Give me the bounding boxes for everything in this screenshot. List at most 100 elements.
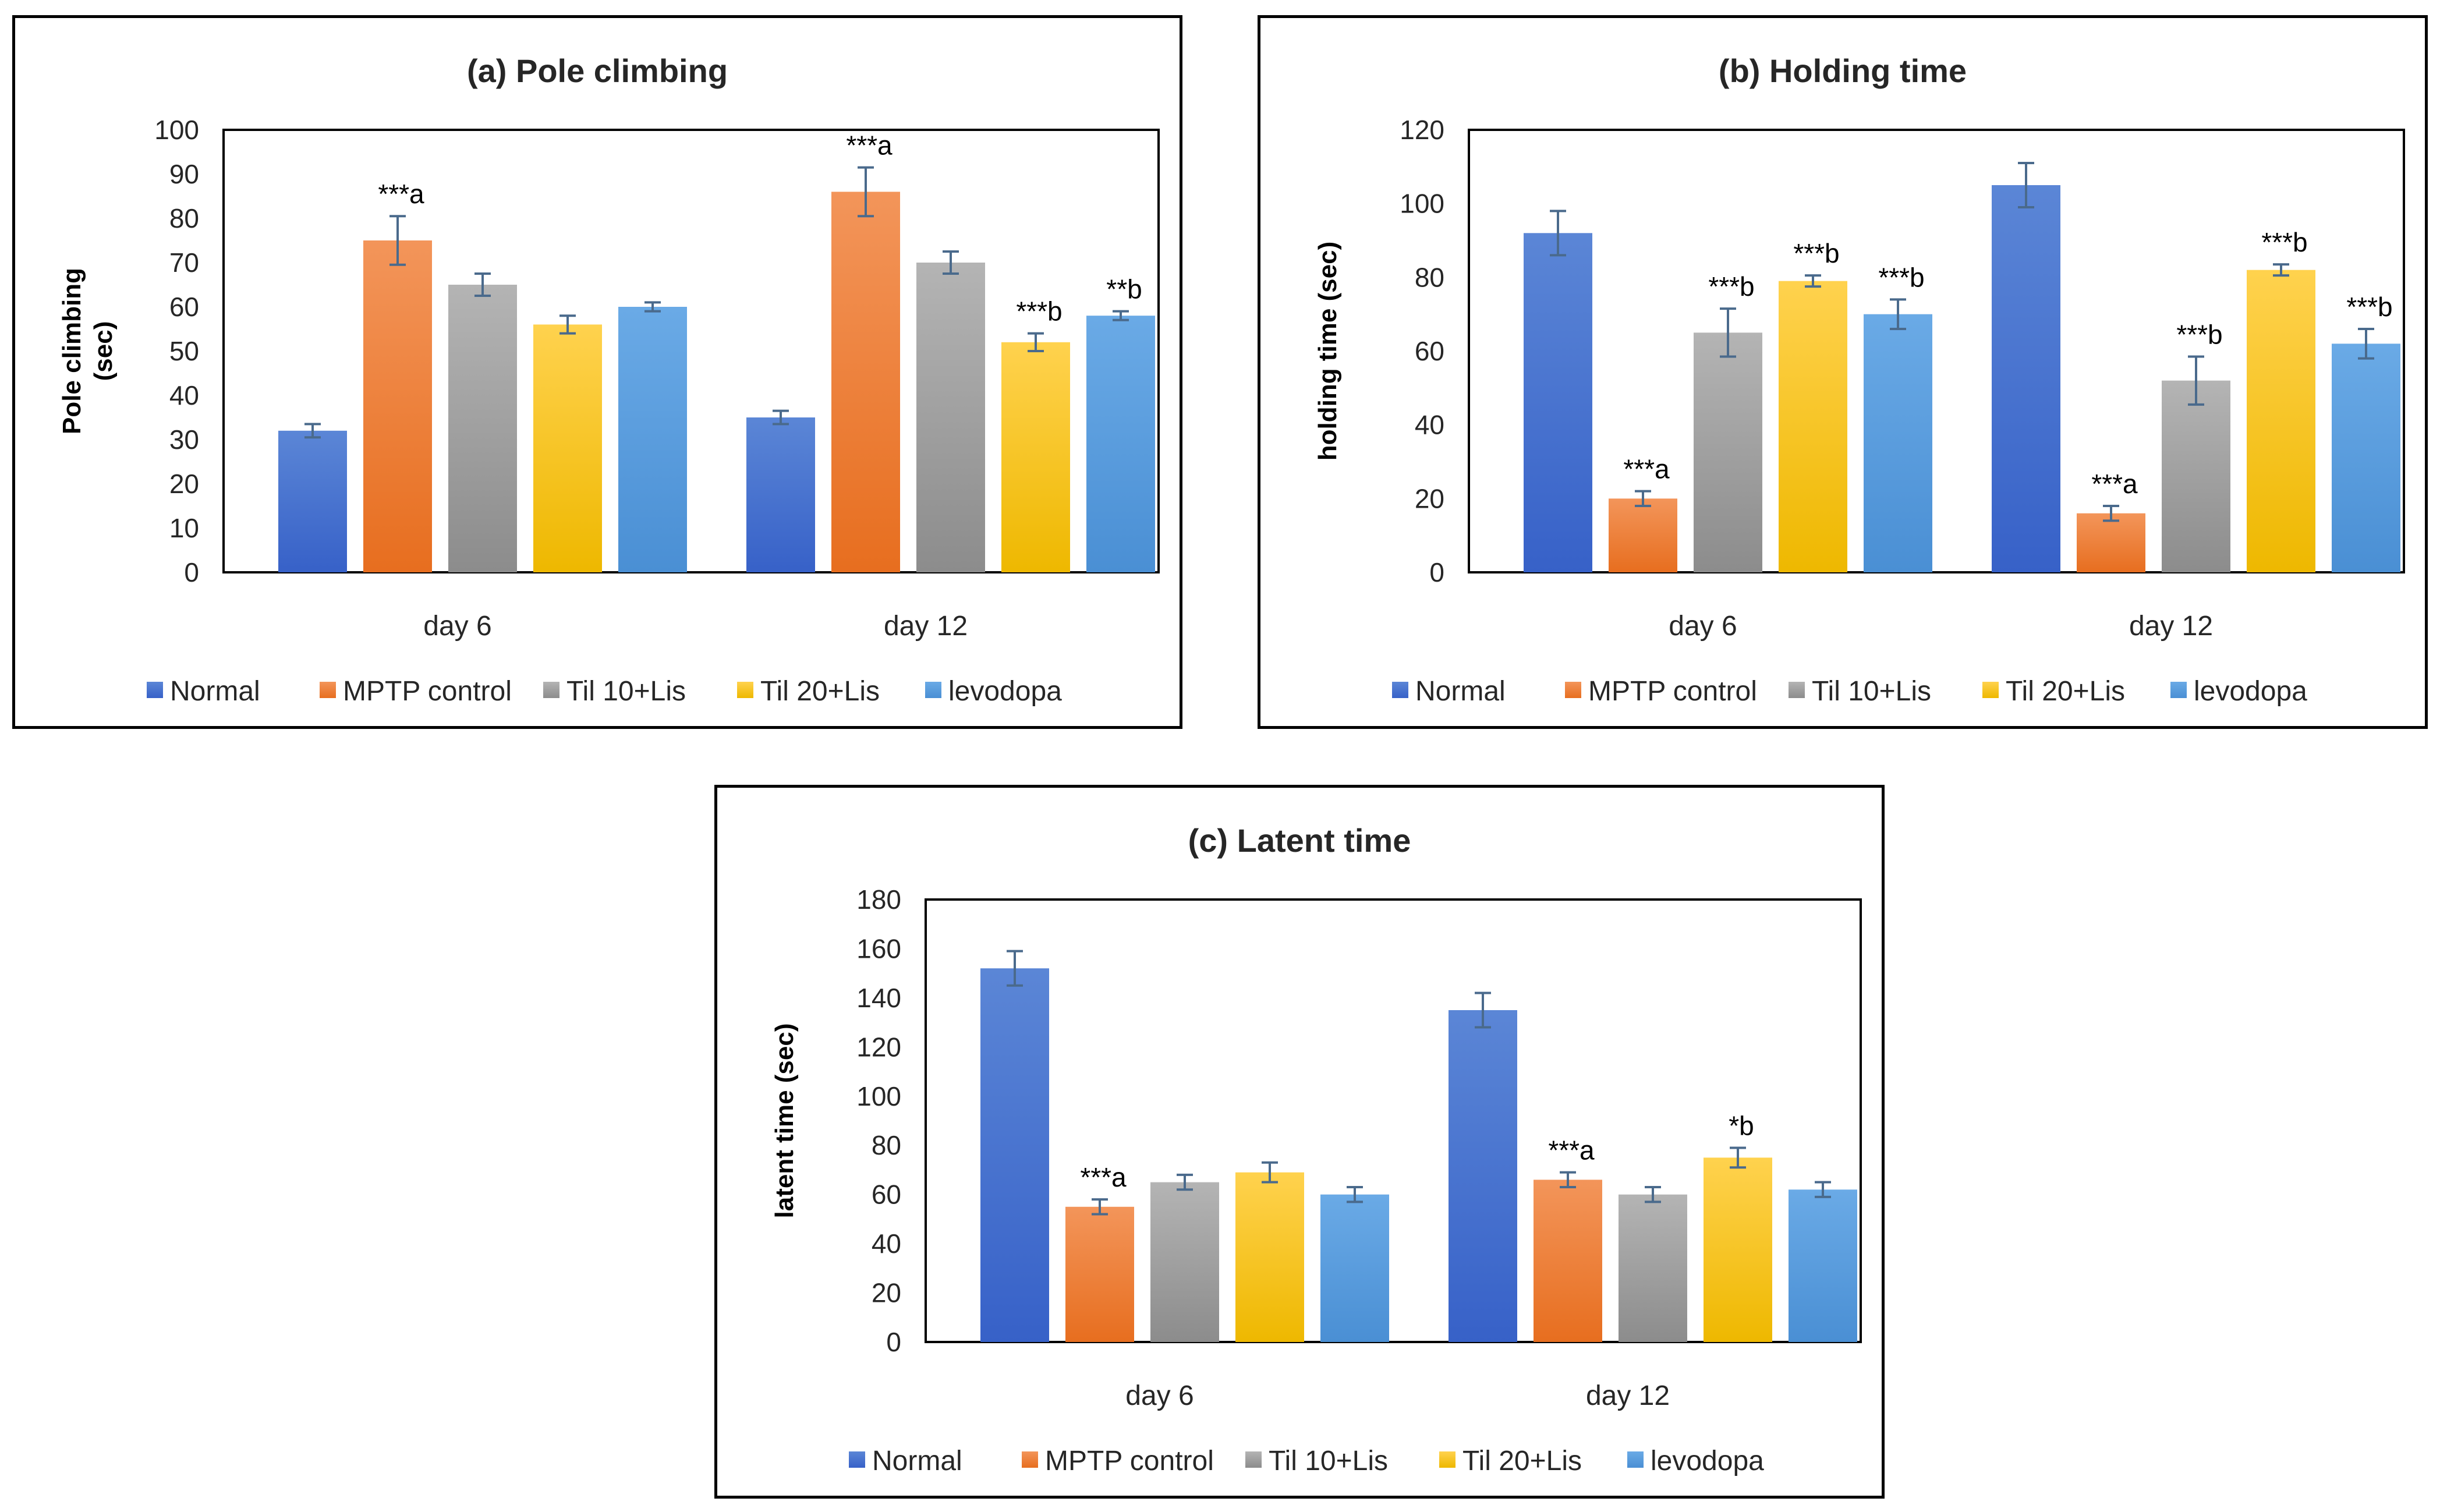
x-category-label: day 6: [1669, 611, 1737, 642]
y-tick-label: 80: [169, 203, 199, 233]
legend-swatch-mptp-control: [320, 682, 336, 698]
error-bar-mptp-control-day-12: [1560, 1171, 1576, 1188]
error-bar-levodopa-day-6: [1890, 298, 1906, 330]
error-bar-normal-day-12: [773, 409, 789, 426]
error-bar-til-20-lis-day-12: [1028, 332, 1044, 352]
significance-label: ***b: [1878, 262, 1924, 292]
bar-til-10-lis-day-6: [1694, 332, 1762, 572]
legend-label-mptp-control: MPTP control: [343, 676, 512, 707]
bar-normal-day-12: [1992, 185, 2060, 572]
error-bar-til-10-lis-day-6: [474, 272, 491, 297]
y-tick-label: 100: [154, 115, 199, 145]
significance-label: **b: [1106, 274, 1142, 304]
legend-label-til-20-lis: Til 20+Lis: [2006, 676, 2125, 707]
legend-swatch-normal: [849, 1451, 865, 1468]
y-axis-label-line: (sec): [89, 321, 118, 381]
legend-swatch-normal: [1392, 682, 1408, 698]
y-tick-label: 180: [856, 884, 901, 915]
significance-label: ***a: [2091, 469, 2138, 499]
legend-label-til-20-lis: Til 20+Lis: [1462, 1446, 1582, 1476]
legend-swatch-levodopa: [2170, 682, 2187, 698]
significance-label: ***b: [1708, 271, 1754, 302]
legend-swatch-til-10-lis: [1789, 682, 1805, 698]
significance-label: ***a: [1080, 1162, 1127, 1192]
bar-til-20-lis-day-6: [533, 324, 602, 572]
x-category-label: day 6: [1125, 1380, 1194, 1411]
y-tick-label: 40: [169, 380, 199, 410]
legend-swatch-til-20-lis: [1982, 682, 1999, 698]
y-tick-label: 60: [1415, 336, 1444, 366]
error-bar-mptp-control-day-6: [1635, 490, 1651, 507]
legend-label-til-10-lis: Til 10+Lis: [566, 676, 686, 707]
chart-panel-latent-time: (c) Latent time 0 20 40 60 80 100 120 140 160 180 l…: [714, 785, 1885, 1499]
legend-swatch-mptp-control: [1022, 1451, 1038, 1468]
significance-label: ***b: [2261, 227, 2307, 257]
significance-label: ***b: [2176, 320, 2222, 350]
error-bar-til-20-lis-day-12: [2273, 263, 2289, 277]
y-tick-label: 20: [169, 469, 199, 499]
x-category-label: day 12: [2129, 611, 2213, 642]
legend-swatch-levodopa: [925, 682, 941, 698]
legend-label-levodopa: levodopa: [1651, 1446, 1764, 1476]
error-bar-til-20-lis-day-6: [1262, 1161, 1278, 1184]
legend-label-til-10-lis: Til 10+Lis: [1269, 1446, 1388, 1476]
legend-swatch-til-20-lis: [737, 682, 753, 698]
significance-label: ***a: [846, 130, 893, 161]
y-tick-label: 60: [872, 1180, 901, 1210]
legend-swatch-til-20-lis: [1439, 1451, 1455, 1468]
bar-levodopa-day-6: [1864, 314, 1932, 572]
significance-label: ***b: [1793, 238, 1839, 268]
legend-label-til-20-lis: Til 20+Lis: [760, 676, 880, 707]
bar-til-20-lis-day-12: [1704, 1157, 1772, 1342]
y-tick-label: 90: [169, 159, 199, 189]
chart-panel-pole-climbing: (a) Pole climbing 0 10 20 30 40 50 60 70 80 90 100 P…: [12, 15, 1182, 729]
y-tick-label: 40: [872, 1228, 901, 1259]
chart-title: (c) Latent time: [1188, 822, 1411, 859]
legend-label-normal: Normal: [872, 1446, 962, 1476]
latent-time-chart: (c) Latent time 0 20 40 60 80 100 120 140 160 180 l…: [770, 822, 1862, 1476]
bar-til-10-lis-day-12: [916, 263, 985, 572]
bar-mptp-control-day-12: [2077, 513, 2145, 572]
y-tick-label: 100: [1400, 189, 1444, 219]
error-bar-til-10-lis-day-12: [2188, 355, 2204, 406]
bar-levodopa-day-12: [1086, 316, 1155, 572]
significance-label: ***b: [2346, 292, 2392, 322]
legend-label-normal: Normal: [170, 676, 260, 707]
bar-mptp-control-day-12: [1534, 1180, 1602, 1342]
legend-label-normal: Normal: [1415, 676, 1506, 707]
bar-mptp-control-day-6: [1609, 498, 1677, 572]
error-bar-normal-day-12: [2018, 162, 2034, 208]
y-tick-label: 160: [856, 933, 901, 964]
error-bar-levodopa-day-12: [1113, 310, 1129, 321]
y-axis-label-line: Pole climbing: [58, 268, 86, 434]
y-tick-label: 70: [169, 247, 199, 278]
error-bar-normal-day-12: [1475, 992, 1491, 1029]
y-tick-label: 0: [184, 557, 199, 587]
plot-area: [1468, 129, 2405, 573]
legend-swatch-normal: [147, 682, 163, 698]
error-bar-til-20-lis-day-6: [559, 314, 576, 335]
bar-til-20-lis-day-12: [2247, 270, 2315, 573]
pole-climbing-chart: (a) Pole climbing 0 10 20 30 40 50 60 70 80 90 100 P…: [58, 52, 1160, 707]
error-bar-til-20-lis-day-6: [1805, 274, 1821, 288]
error-bar-levodopa-day-12: [1815, 1181, 1831, 1198]
bar-levodopa-day-12: [2332, 344, 2400, 572]
legend-label-mptp-control: MPTP control: [1588, 676, 1757, 707]
holding-time-chart: (b) Holding time 0 20 40 60 80 100 120 holding t…: [1313, 52, 2405, 707]
error-bar-mptp-control-day-6: [389, 215, 406, 266]
significance-label: ***a: [378, 179, 424, 209]
error-bar-normal-day-6: [304, 423, 321, 439]
y-axis-label: Pole climbing (sec): [58, 268, 118, 434]
bar-levodopa-day-6: [1320, 1194, 1389, 1342]
bar-mptp-control-day-6: [1065, 1206, 1134, 1342]
error-bar-levodopa-day-6: [644, 301, 661, 313]
y-tick-label: 30: [169, 424, 199, 455]
bar-normal-day-6: [278, 430, 347, 572]
y-tick-label: 120: [1400, 115, 1444, 145]
legend-swatch-mptp-control: [1565, 682, 1581, 698]
y-tick-label: 80: [1415, 262, 1444, 292]
significance-label: ***a: [1548, 1135, 1595, 1166]
x-category-label: day 12: [884, 611, 968, 642]
y-axis-label: latent time (sec): [770, 1024, 799, 1219]
y-tick-label: 140: [856, 983, 901, 1013]
